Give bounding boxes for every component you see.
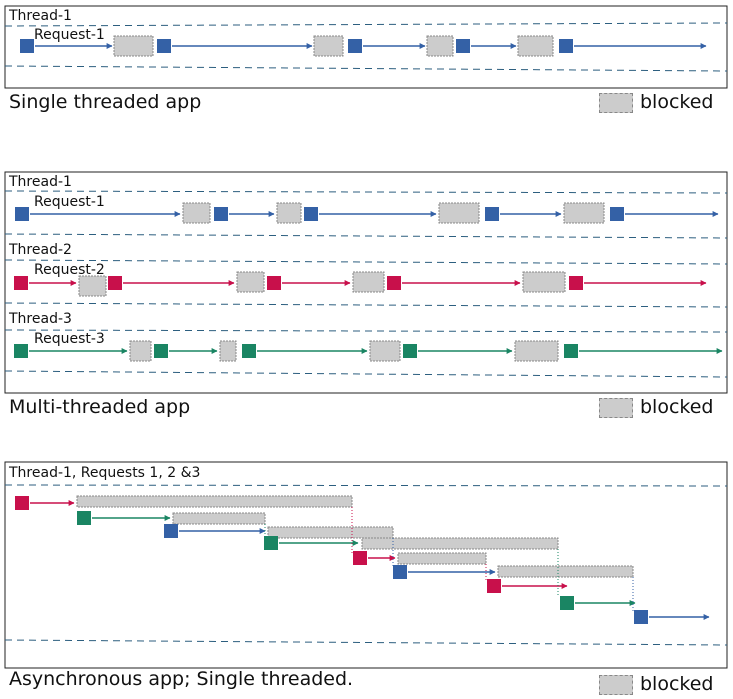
legend-blocked-label: blocked	[640, 396, 714, 418]
single-thread-caption: Single threaded app	[9, 91, 202, 113]
request-node-icon	[610, 207, 624, 221]
request-node-icon	[348, 39, 362, 53]
legend-blocked-swatch	[599, 93, 633, 113]
request-node-icon	[564, 344, 578, 358]
blocked-bar	[361, 537, 559, 550]
thread-label-async: Thread-1, Requests 1, 2 &3	[8, 465, 200, 481]
thread-label-multi-3: Thread-3	[8, 311, 72, 327]
multi-thread-panel	[4, 171, 728, 394]
request-node-icon	[214, 207, 228, 221]
request-node-icon	[14, 276, 28, 290]
blocked-bar	[426, 35, 454, 57]
async-panel	[4, 461, 728, 669]
request-node-icon	[485, 207, 499, 221]
lane-divider	[4, 329, 728, 333]
request-node-icon	[264, 536, 278, 550]
blocked-bar	[522, 271, 566, 293]
lane-dividers	[4, 22, 728, 646]
lane-divider	[4, 190, 728, 194]
blocked-bar	[236, 271, 265, 293]
request-node-icon	[267, 276, 281, 290]
blocked-bar	[563, 202, 605, 224]
lane-divider	[4, 484, 728, 487]
request-node-icon	[403, 344, 417, 358]
request-node-icon	[108, 276, 122, 290]
lane-divider	[4, 259, 728, 265]
blocked-bar	[497, 565, 634, 578]
request-node-icon	[15, 207, 29, 221]
lane-divider	[4, 639, 728, 646]
multi-thread-caption: Multi-threaded app	[9, 396, 191, 418]
thread-label-multi-1: Thread-1	[8, 174, 72, 190]
lane-divider	[4, 370, 728, 378]
request-label-multi-2: Request-2	[34, 262, 105, 278]
request-node-icon	[569, 276, 583, 290]
blocked-periods	[76, 35, 634, 578]
request-flows	[14, 39, 723, 624]
request-node-icon	[387, 276, 401, 290]
legend-blocked-label: blocked	[640, 673, 714, 695]
blocked-bar	[113, 35, 154, 57]
request-node-icon	[634, 610, 648, 624]
blocked-bar	[219, 340, 237, 362]
async-caption: Asynchronous app; Single threaded.	[9, 668, 354, 690]
request-node-icon	[456, 39, 470, 53]
thread-label-multi-2: Thread-2	[8, 242, 72, 258]
lane-divider	[4, 302, 728, 308]
blocked-bar	[517, 35, 554, 57]
blocked-bar	[369, 340, 401, 362]
request-node-icon	[20, 39, 34, 53]
request-label-single-1: Request-1	[34, 27, 105, 43]
single-thread-panel	[4, 5, 728, 89]
blocked-bar	[313, 35, 344, 57]
request-node-icon	[393, 565, 407, 579]
request-node-icon	[14, 344, 28, 358]
blocked-bar	[129, 340, 152, 362]
lane-divider	[4, 22, 728, 27]
request-node-icon	[77, 511, 91, 525]
request-node-icon	[559, 39, 573, 53]
blocked-bar	[352, 271, 385, 293]
blocked-bar	[438, 202, 480, 224]
blocked-bar	[76, 495, 353, 508]
request-node-icon	[157, 39, 171, 53]
request-node-icon	[15, 496, 29, 510]
blocked-bar	[172, 512, 266, 525]
blocked-bar	[267, 526, 394, 539]
request-node-icon	[353, 551, 367, 565]
request-node-icon	[164, 524, 178, 538]
blocked-bar	[276, 202, 302, 224]
blocked-bar	[397, 552, 487, 565]
request-node-icon	[242, 344, 256, 358]
request-node-icon	[487, 579, 501, 593]
legend-blocked-label: blocked	[640, 91, 714, 113]
blocked-bar	[514, 340, 559, 362]
blocked-bar	[182, 202, 211, 224]
request-label-multi-1: Request-1	[34, 194, 105, 210]
lane-divider	[4, 233, 728, 239]
request-node-icon	[560, 596, 574, 610]
request-label-multi-3: Request-3	[34, 331, 105, 347]
lane-divider	[4, 65, 728, 72]
legend-blocked-swatch	[599, 675, 633, 695]
thread-label-single-1: Thread-1	[8, 8, 72, 24]
blocked-bar	[78, 275, 107, 297]
legend-blocked-swatch	[599, 398, 633, 418]
request-node-icon	[154, 344, 168, 358]
request-node-icon	[304, 207, 318, 221]
